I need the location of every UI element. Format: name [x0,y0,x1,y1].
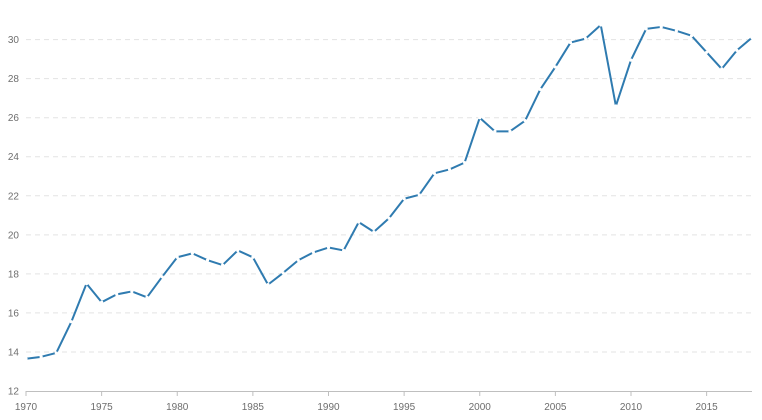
data-point-1996 [417,193,421,197]
data-point-1997 [432,171,436,175]
x-tick-label-2005: 2005 [544,402,567,413]
y-tick-label-30: 30 [8,35,20,46]
data-point-2000 [478,116,482,120]
data-point-1972 [54,351,58,355]
data-point-1976 [115,292,119,296]
y-tick-label-28: 28 [8,74,20,85]
data-point-2003 [523,119,527,123]
data-point-1980 [175,255,179,259]
data-point-1975 [100,300,104,304]
data-point-1990 [326,245,331,250]
y-tick-label-14: 14 [8,347,20,358]
data-point-2002 [508,129,512,133]
data-point-1981 [190,251,194,255]
data-point-2011 [644,27,648,31]
x-tick-label-2015: 2015 [696,402,719,413]
y-tick-label-26: 26 [8,113,20,124]
y-tick-label-18: 18 [8,269,20,280]
x-tick-label-1970: 1970 [15,402,38,413]
data-point-1999 [463,161,467,165]
data-point-1970 [24,357,28,361]
x-tick-label-1995: 1995 [393,402,416,413]
data-point-2009 [614,104,618,108]
data-point-1982 [205,258,210,262]
x-tick-label-1990: 1990 [317,402,340,413]
data-point-1979 [160,275,164,279]
data-point-2015 [705,50,709,54]
data-point-1971 [39,355,43,359]
data-point-2006 [568,40,573,45]
y-tick-label-20: 20 [8,230,20,241]
data-point-1977 [130,289,134,294]
grid-lines [26,39,752,353]
data-point-1978 [145,295,149,299]
y-tick-label-22: 22 [8,191,20,202]
x-tick-label-1975: 1975 [91,402,114,413]
data-point-1986 [266,283,270,287]
data-point-1995 [402,197,406,201]
data-point-1994 [387,216,391,220]
x-axis: 1970 1975 1980 1985 1990 1995 2000 2005 2010 2015 [15,391,752,413]
data-point-1987 [281,271,285,275]
data-point-2004 [538,87,542,91]
y-tick-label-24: 24 [8,152,20,163]
data-point-1993 [372,230,376,234]
data-point-1992 [357,220,361,224]
x-tick-label-1985: 1985 [242,402,265,413]
data-point-1973 [69,320,73,324]
data-point-2016 [720,67,724,71]
data-point-1989 [311,250,315,254]
series-line-0 [25,23,753,360]
data-point-2010 [629,58,633,62]
data-point-2001 [493,129,497,133]
data-point-2005 [553,65,557,69]
data-point-1985 [251,255,255,259]
y-axis: 12 14 16 18 20 22 24 26 28 30 [8,35,20,397]
y-tick-label-16: 16 [8,308,20,319]
data-point-2018 [750,36,754,40]
data-point-2017 [735,48,739,52]
data-point-1998 [447,167,452,172]
data-point-1988 [296,258,300,262]
data-point-2012 [659,25,663,29]
y-tick-label-12: 12 [8,387,20,398]
data-point-1983 [221,263,225,267]
x-tick-label-1980: 1980 [166,402,189,413]
data-point-1974 [84,282,89,286]
data-point-2007 [584,37,588,41]
data-point-2008 [599,23,603,27]
data-point-1991 [342,248,346,253]
x-tick-label-2000: 2000 [469,402,492,413]
data-point-2014 [689,34,694,38]
data-point-1984 [236,248,240,253]
x-tick-label-2010: 2010 [620,402,643,413]
series-group [24,23,754,361]
data-point-2013 [674,29,678,33]
